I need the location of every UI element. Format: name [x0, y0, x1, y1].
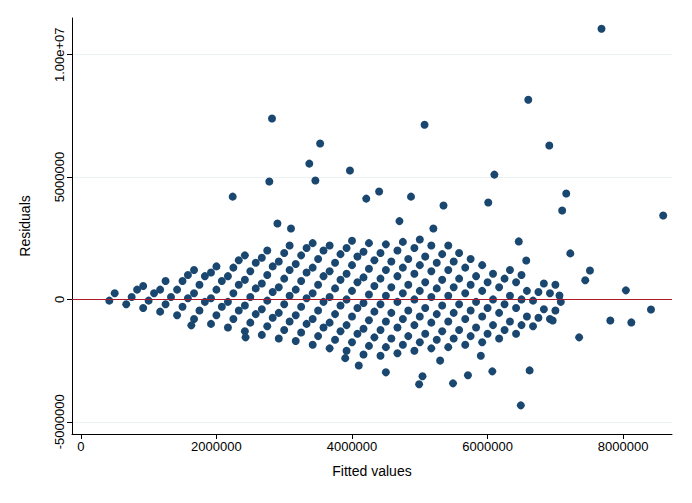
- svg-text:6000000: 6000000: [462, 439, 513, 454]
- svg-text:Fitted values: Fitted values: [332, 463, 411, 479]
- svg-text:4000000: 4000000: [327, 439, 378, 454]
- svg-text:1.00e+07: 1.00e+07: [52, 27, 67, 82]
- svg-text:0: 0: [52, 296, 67, 303]
- svg-text:5000000: 5000000: [52, 152, 67, 203]
- svg-text:0: 0: [77, 439, 84, 454]
- svg-text:Residuals: Residuals: [17, 195, 33, 256]
- svg-text:-5000000: -5000000: [52, 394, 67, 449]
- svg-text:8000000: 8000000: [598, 439, 649, 454]
- svg-text:2000000: 2000000: [191, 439, 242, 454]
